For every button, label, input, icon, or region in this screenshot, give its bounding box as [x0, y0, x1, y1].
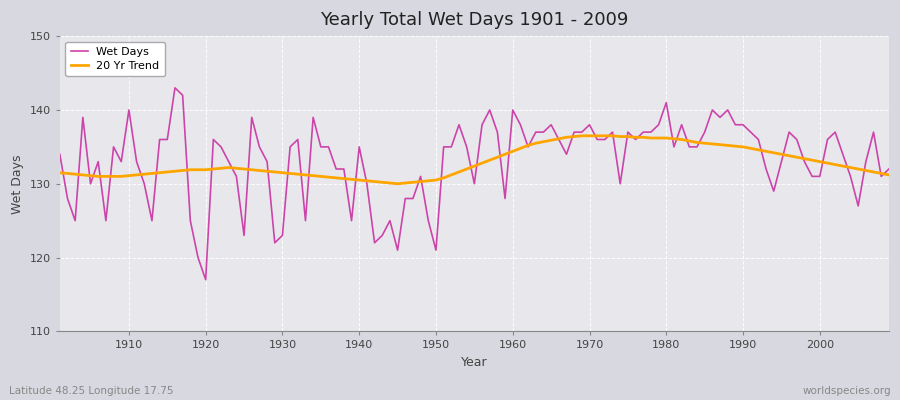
20 Yr Trend — [54, 170, 65, 175]
Wet Days — [884, 167, 895, 172]
X-axis label: Year: Year — [461, 356, 488, 369]
20 Yr Trend — [515, 146, 526, 151]
Y-axis label: Wet Days: Wet Days — [11, 154, 24, 214]
Wet Days — [201, 277, 212, 282]
Wet Days — [523, 144, 534, 149]
Legend: Wet Days, 20 Yr Trend: Wet Days, 20 Yr Trend — [66, 42, 166, 76]
20 Yr Trend — [116, 174, 127, 179]
20 Yr Trend — [284, 171, 295, 176]
Text: Latitude 48.25 Longitude 17.75: Latitude 48.25 Longitude 17.75 — [9, 386, 174, 396]
20 Yr Trend — [615, 134, 626, 139]
20 Yr Trend — [392, 181, 403, 186]
Wet Days — [615, 181, 626, 186]
Title: Yearly Total Wet Days 1901 - 2009: Yearly Total Wet Days 1901 - 2009 — [320, 11, 628, 29]
Wet Days — [346, 218, 357, 223]
Text: worldspecies.org: worldspecies.org — [803, 386, 891, 396]
Wet Days — [515, 122, 526, 127]
20 Yr Trend — [884, 172, 895, 177]
Wet Days — [300, 218, 310, 223]
Wet Days — [54, 152, 65, 157]
Line: 20 Yr Trend: 20 Yr Trend — [59, 136, 889, 184]
20 Yr Trend — [576, 134, 587, 138]
Line: Wet Days: Wet Days — [59, 88, 889, 280]
Wet Days — [169, 86, 180, 90]
20 Yr Trend — [331, 176, 342, 180]
Wet Days — [116, 159, 127, 164]
20 Yr Trend — [508, 149, 518, 154]
